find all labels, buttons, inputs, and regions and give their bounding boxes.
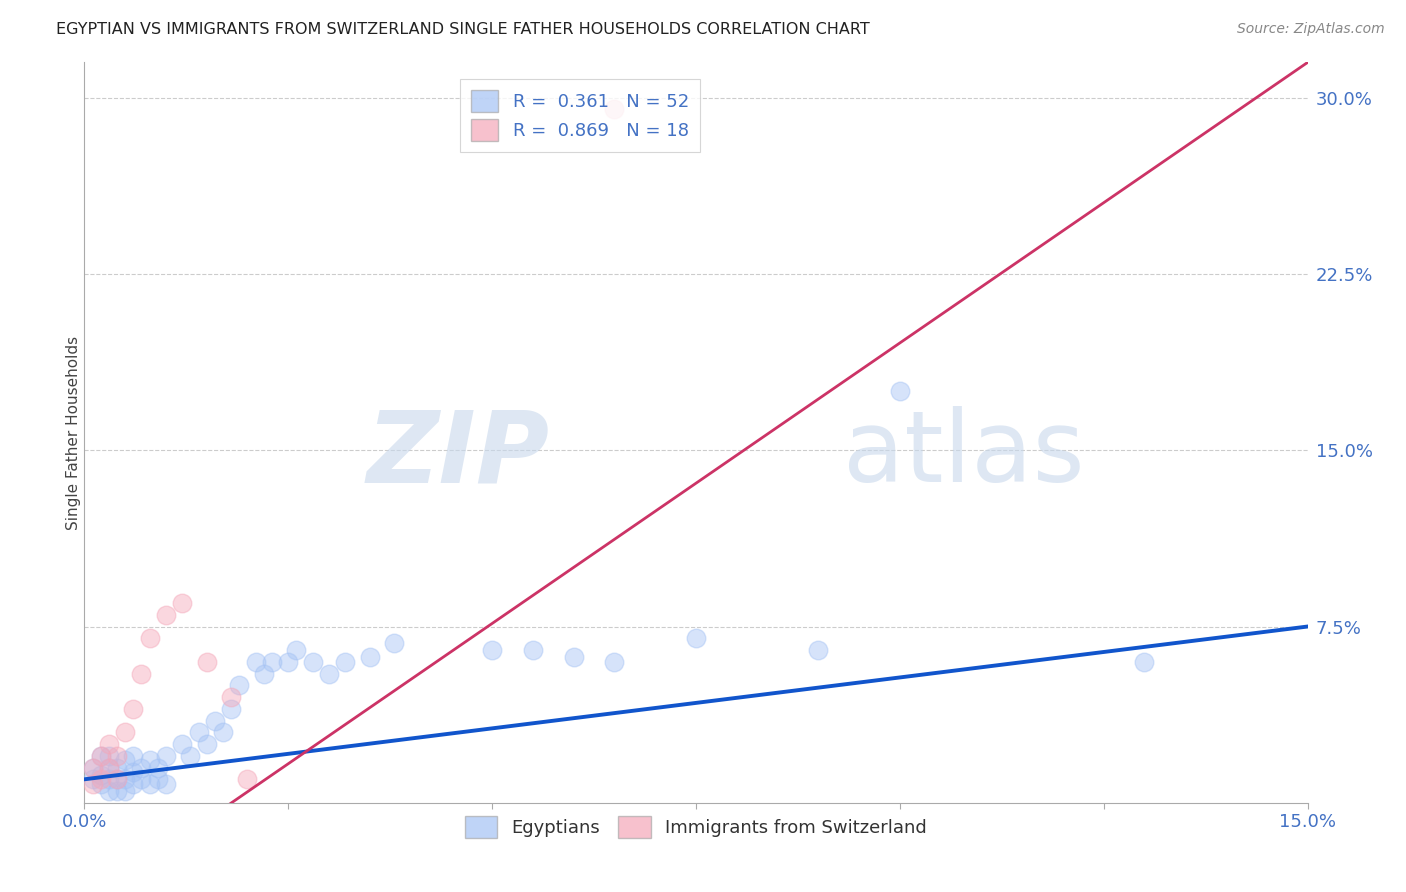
- Text: ZIP: ZIP: [366, 407, 550, 503]
- Point: [131, 666, 153, 681]
- Point: [301, 655, 323, 669]
- Point: [277, 655, 299, 669]
- Point: [481, 643, 503, 657]
- Point: [131, 760, 153, 774]
- Point: [260, 655, 283, 669]
- Point: [138, 754, 160, 768]
- Point: [97, 760, 120, 774]
- Point: [172, 737, 194, 751]
- Point: [82, 760, 104, 774]
- Point: [318, 666, 340, 681]
- Point: [97, 772, 120, 787]
- Point: [236, 772, 259, 787]
- Point: [114, 725, 136, 739]
- Point: [155, 607, 177, 622]
- Point: [138, 632, 160, 646]
- Point: [105, 784, 128, 798]
- Point: [82, 777, 104, 791]
- Point: [685, 632, 707, 646]
- Point: [138, 777, 160, 791]
- Point: [187, 725, 209, 739]
- Point: [335, 655, 357, 669]
- Point: [105, 748, 128, 763]
- Point: [359, 650, 381, 665]
- Point: [889, 384, 911, 399]
- Point: [114, 772, 136, 787]
- Point: [155, 777, 177, 791]
- Point: [219, 702, 242, 716]
- Point: [179, 748, 201, 763]
- Point: [114, 754, 136, 768]
- Point: [97, 760, 120, 774]
- Point: [195, 655, 218, 669]
- Point: [97, 784, 120, 798]
- Point: [122, 765, 145, 780]
- Point: [122, 777, 145, 791]
- Point: [146, 772, 169, 787]
- Point: [172, 596, 194, 610]
- Text: EGYPTIAN VS IMMIGRANTS FROM SWITZERLAND SINGLE FATHER HOUSEHOLDS CORRELATION CHA: EGYPTIAN VS IMMIGRANTS FROM SWITZERLAND …: [56, 22, 870, 37]
- Point: [204, 714, 226, 728]
- Point: [97, 737, 120, 751]
- Legend: Egyptians, Immigrants from Switzerland: Egyptians, Immigrants from Switzerland: [457, 809, 935, 846]
- Point: [90, 772, 112, 787]
- Point: [195, 737, 218, 751]
- Point: [253, 666, 276, 681]
- Point: [122, 748, 145, 763]
- Point: [603, 103, 626, 117]
- Point: [228, 678, 250, 692]
- Point: [122, 702, 145, 716]
- Point: [105, 772, 128, 787]
- Point: [146, 760, 169, 774]
- Point: [90, 748, 112, 763]
- Text: atlas: atlas: [842, 407, 1084, 503]
- Y-axis label: Single Father Households: Single Father Households: [66, 335, 80, 530]
- Point: [522, 643, 544, 657]
- Point: [245, 655, 267, 669]
- Point: [90, 748, 112, 763]
- Point: [105, 760, 128, 774]
- Point: [285, 643, 308, 657]
- Point: [82, 772, 104, 787]
- Point: [90, 777, 112, 791]
- Point: [97, 748, 120, 763]
- Point: [131, 772, 153, 787]
- Point: [114, 784, 136, 798]
- Point: [1133, 655, 1156, 669]
- Point: [219, 690, 242, 704]
- Point: [603, 655, 626, 669]
- Text: Source: ZipAtlas.com: Source: ZipAtlas.com: [1237, 22, 1385, 37]
- Point: [82, 760, 104, 774]
- Point: [90, 767, 112, 781]
- Point: [212, 725, 235, 739]
- Point: [562, 650, 585, 665]
- Point: [105, 772, 128, 787]
- Point: [382, 636, 405, 650]
- Point: [807, 643, 830, 657]
- Point: [155, 748, 177, 763]
